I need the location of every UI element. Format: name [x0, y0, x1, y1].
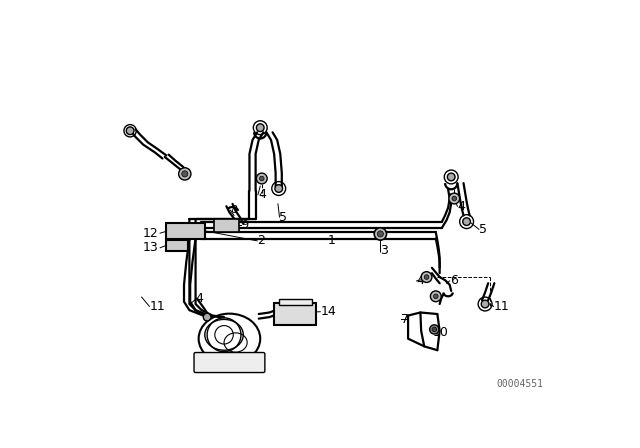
Text: 4: 4	[417, 275, 424, 288]
Circle shape	[481, 300, 489, 308]
Circle shape	[126, 127, 134, 134]
Circle shape	[374, 228, 387, 240]
Text: 4: 4	[196, 292, 204, 305]
FancyBboxPatch shape	[166, 240, 188, 251]
Circle shape	[433, 294, 438, 299]
Text: 4: 4	[458, 200, 465, 213]
Text: 8: 8	[230, 205, 237, 215]
Text: 6: 6	[450, 275, 458, 288]
Circle shape	[432, 327, 436, 332]
Text: 5: 5	[280, 211, 287, 224]
Text: 4: 4	[432, 290, 440, 303]
Circle shape	[447, 173, 455, 181]
Circle shape	[449, 193, 460, 204]
Text: 10: 10	[433, 326, 449, 339]
Circle shape	[257, 173, 267, 184]
Circle shape	[421, 271, 432, 282]
Circle shape	[431, 291, 441, 302]
Text: 4: 4	[258, 188, 266, 201]
Circle shape	[429, 325, 439, 334]
Text: 00004551: 00004551	[497, 379, 543, 389]
Text: 12: 12	[143, 227, 159, 240]
FancyBboxPatch shape	[214, 220, 239, 232]
Text: 9: 9	[241, 220, 248, 230]
Text: 3: 3	[380, 244, 388, 257]
Text: 7: 7	[401, 313, 409, 326]
Circle shape	[257, 124, 264, 132]
FancyBboxPatch shape	[280, 299, 312, 305]
Text: 1: 1	[328, 234, 336, 247]
Circle shape	[463, 218, 470, 225]
FancyBboxPatch shape	[194, 353, 265, 373]
Text: 2: 2	[257, 234, 265, 247]
Text: 5: 5	[479, 223, 487, 236]
Circle shape	[275, 185, 283, 192]
Circle shape	[378, 231, 383, 237]
Text: 11: 11	[149, 300, 165, 313]
Circle shape	[452, 196, 456, 201]
FancyBboxPatch shape	[274, 303, 316, 325]
Text: 13: 13	[143, 241, 159, 254]
Text: 11: 11	[493, 300, 509, 313]
Circle shape	[424, 275, 429, 280]
Circle shape	[182, 171, 188, 177]
Text: 14: 14	[320, 305, 336, 318]
FancyBboxPatch shape	[166, 223, 205, 238]
Circle shape	[204, 313, 211, 321]
Circle shape	[259, 176, 264, 181]
Circle shape	[179, 168, 191, 180]
